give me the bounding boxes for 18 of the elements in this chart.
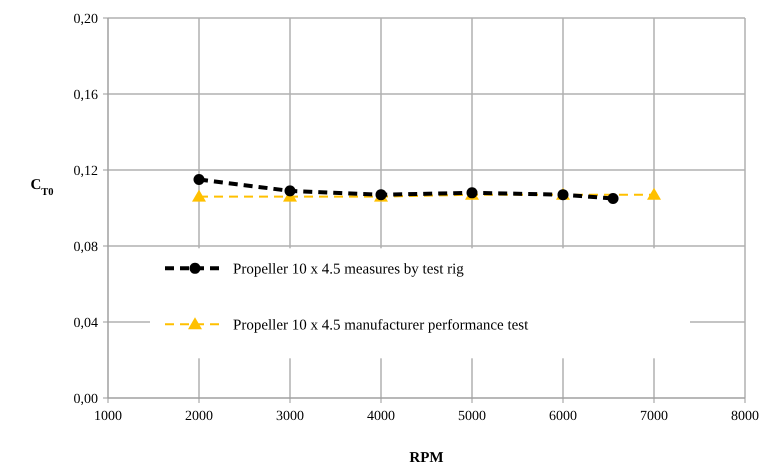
x-tick-label: 6000 — [549, 409, 577, 424]
y-tick-label: 0,16 — [74, 88, 98, 103]
y-tick-label: 0,08 — [74, 240, 98, 255]
x-tick-label: 3000 — [276, 409, 304, 424]
x-tick-label: 7000 — [640, 409, 668, 424]
y-tick-label: 0,04 — [74, 316, 98, 331]
y-tick-label: 0,20 — [74, 12, 98, 27]
legend-label: Propeller 10 x 4.5 measures by test rig — [233, 262, 464, 278]
x-tick-label: 5000 — [458, 409, 486, 424]
x-tick-label: 1000 — [94, 409, 122, 424]
x-axis-title: RPM — [409, 450, 444, 466]
x-tick-label: 8000 — [731, 409, 759, 424]
y-tick-label: 0,00 — [74, 392, 98, 407]
x-tick-label: 2000 — [185, 409, 213, 424]
x-tick-label: 4000 — [367, 409, 395, 424]
y-axis-title: C$_{T0}$ — [30, 177, 54, 198]
legend-label: Propeller 10 x 4.5 manufacturer performance test — [233, 318, 530, 334]
y-tick-label: 0,12 — [74, 164, 98, 179]
